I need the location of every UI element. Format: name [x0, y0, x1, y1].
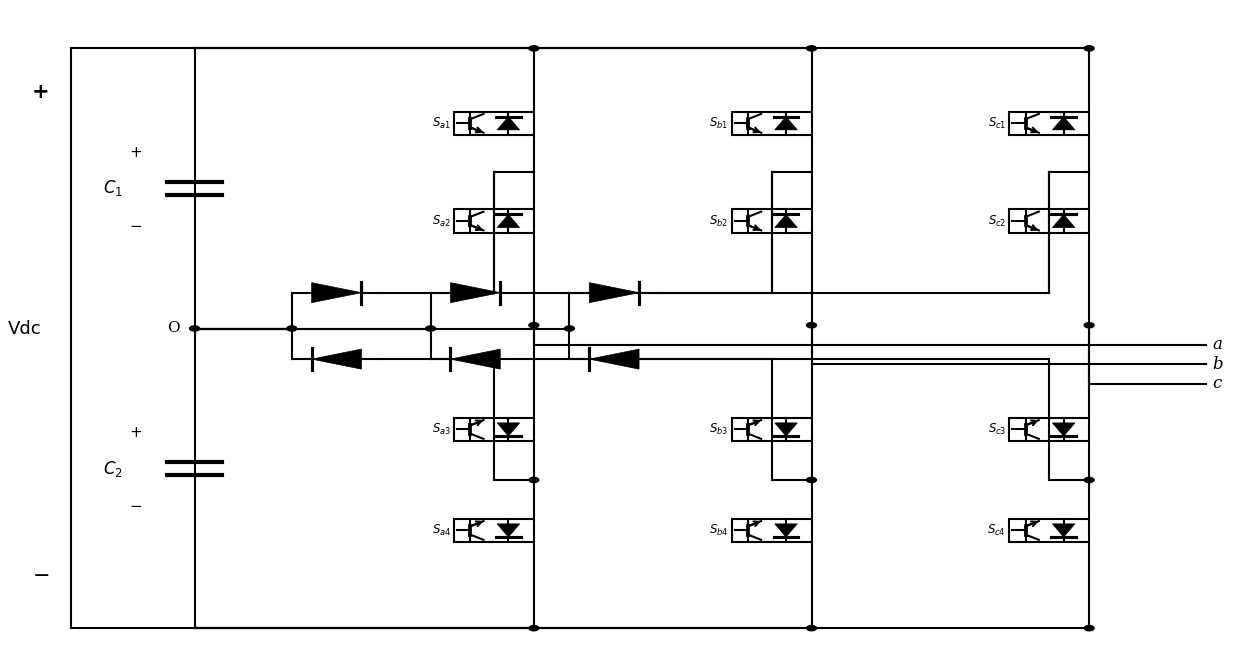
Text: $S_{a2}$: $S_{a2}$	[432, 214, 451, 229]
Text: $-$: $-$	[32, 564, 48, 585]
Bar	[732, 210, 811, 233]
Text: a: a	[1213, 336, 1223, 353]
Bar	[1009, 210, 1089, 233]
Polygon shape	[1053, 423, 1075, 436]
Text: $C_2$: $C_2$	[103, 459, 123, 478]
Bar	[1009, 418, 1089, 442]
Bar	[454, 210, 534, 233]
Polygon shape	[450, 283, 500, 303]
Polygon shape	[311, 349, 361, 369]
Circle shape	[1084, 323, 1094, 328]
Text: $S_{b4}$: $S_{b4}$	[709, 523, 729, 538]
Circle shape	[564, 326, 574, 331]
Text: O: O	[167, 321, 180, 336]
Text: $S_{b1}$: $S_{b1}$	[709, 116, 729, 131]
Circle shape	[1084, 625, 1094, 631]
Circle shape	[529, 478, 539, 483]
Text: +: +	[129, 425, 141, 440]
Text: $S_{c4}$: $S_{c4}$	[987, 523, 1006, 538]
Text: b: b	[1213, 356, 1223, 373]
Text: $-$: $-$	[129, 497, 141, 512]
Text: +: +	[129, 145, 141, 160]
Polygon shape	[775, 423, 797, 436]
Bar	[1009, 519, 1089, 542]
Polygon shape	[450, 349, 500, 369]
Text: $S_{b2}$: $S_{b2}$	[709, 214, 729, 229]
Polygon shape	[1053, 117, 1075, 130]
Circle shape	[529, 625, 539, 631]
Text: $S_{c3}$: $S_{c3}$	[988, 422, 1006, 437]
Bar	[732, 112, 811, 135]
Circle shape	[806, 478, 816, 483]
Text: $C_1$: $C_1$	[103, 179, 123, 198]
Bar	[732, 519, 811, 542]
Circle shape	[1084, 478, 1094, 483]
Polygon shape	[311, 283, 361, 303]
Bar	[454, 519, 534, 542]
Text: $S_{a1}$: $S_{a1}$	[432, 116, 451, 131]
Circle shape	[806, 323, 816, 328]
Circle shape	[529, 323, 539, 328]
Polygon shape	[497, 423, 520, 436]
Polygon shape	[497, 117, 520, 130]
Text: $S_{a4}$: $S_{a4}$	[432, 523, 451, 538]
Polygon shape	[1053, 214, 1075, 227]
Polygon shape	[1053, 524, 1075, 537]
Polygon shape	[775, 524, 797, 537]
Text: $S_{c2}$: $S_{c2}$	[988, 214, 1006, 229]
Text: $S_{b3}$: $S_{b3}$	[709, 422, 729, 437]
Text: $S_{a3}$: $S_{a3}$	[432, 422, 451, 437]
Circle shape	[806, 46, 816, 51]
Circle shape	[806, 625, 816, 631]
Polygon shape	[497, 524, 520, 537]
Circle shape	[190, 326, 200, 331]
Polygon shape	[775, 214, 797, 227]
Bar	[454, 112, 534, 135]
Bar	[1009, 112, 1089, 135]
Circle shape	[1084, 46, 1094, 51]
Bar	[454, 418, 534, 442]
Bar	[732, 418, 811, 442]
Polygon shape	[497, 214, 520, 227]
Polygon shape	[589, 349, 639, 369]
Polygon shape	[775, 117, 797, 130]
Text: c: c	[1213, 375, 1221, 392]
Circle shape	[425, 326, 435, 331]
Text: $-$: $-$	[129, 217, 141, 232]
Circle shape	[286, 326, 296, 331]
Text: Vdc: Vdc	[7, 319, 41, 338]
Text: +: +	[31, 82, 50, 102]
Text: $S_{c1}$: $S_{c1}$	[988, 116, 1006, 131]
Circle shape	[529, 46, 539, 51]
Polygon shape	[589, 283, 639, 303]
